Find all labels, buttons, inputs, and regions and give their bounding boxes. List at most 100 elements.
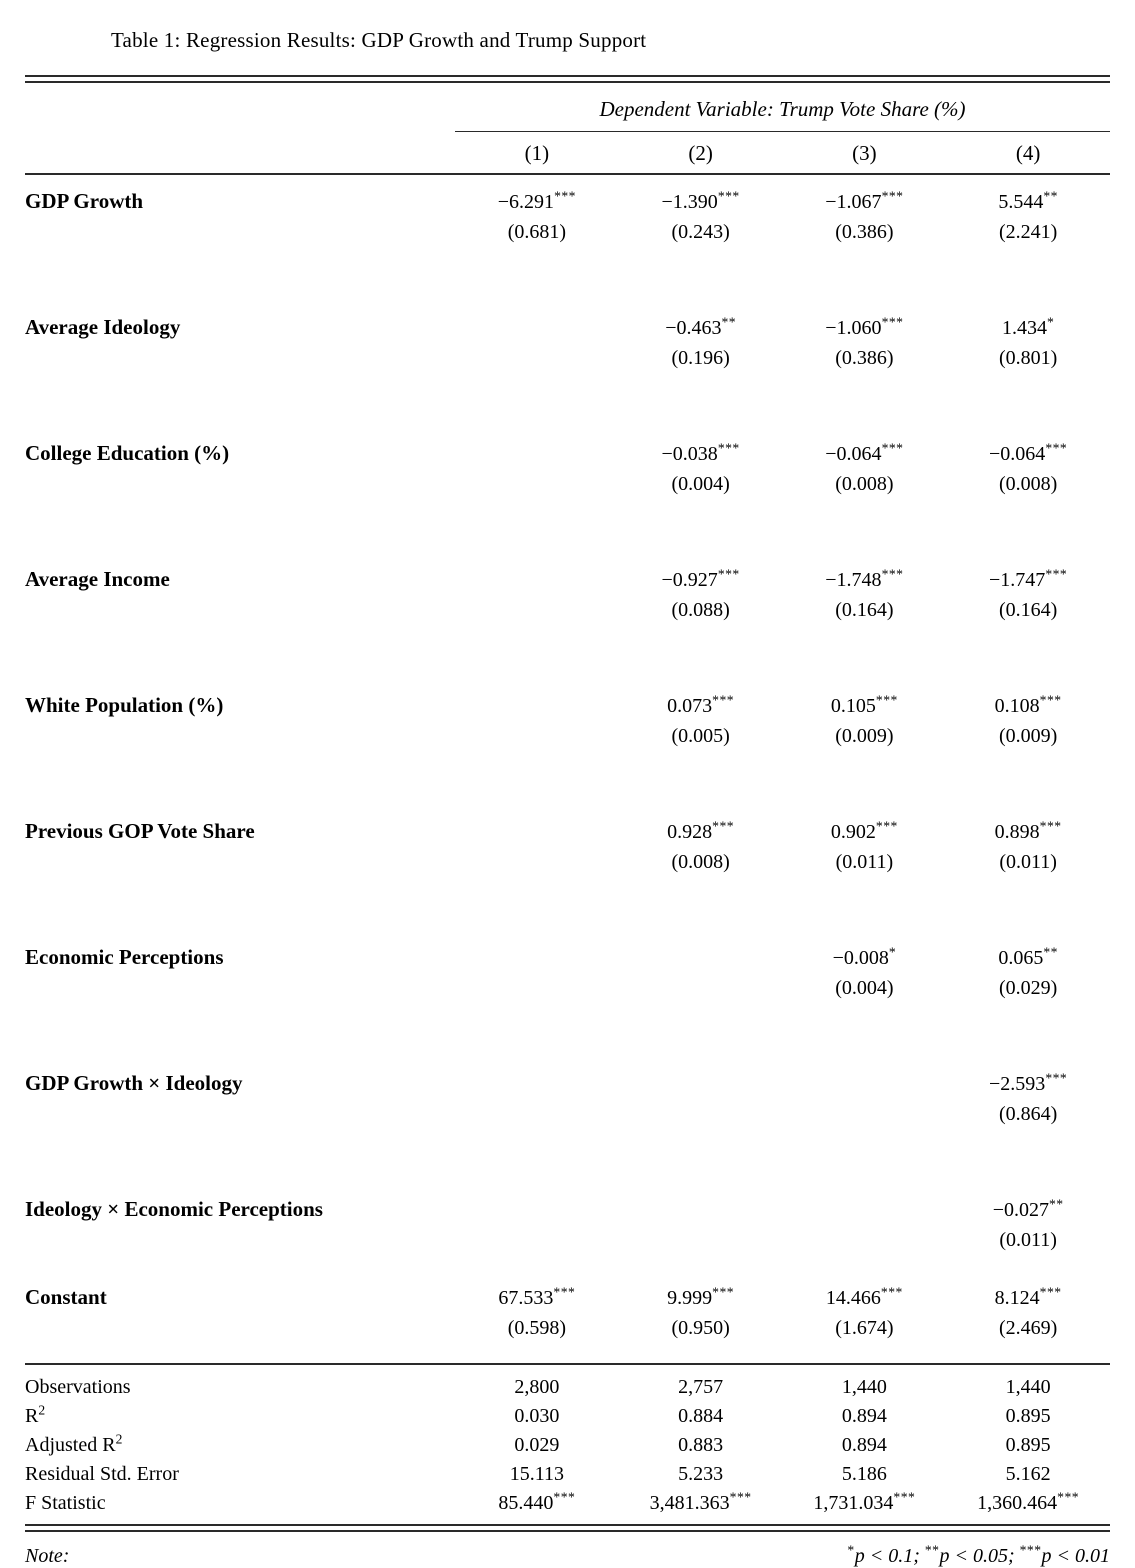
coefficient-row: GDP Growth −6.291*** (0.681) −1.390*** (0.24…	[25, 186, 1110, 247]
statistic-number: 0.895	[1005, 1434, 1051, 1456]
standard-error: (0.004)	[671, 473, 730, 495]
statistic-number: 15.113	[509, 1463, 564, 1485]
coefficient-number: 0.902	[830, 821, 876, 843]
coefficient-row: Average Ideology −0.463** (0.196) −1.060***…	[25, 274, 1110, 373]
row-label: Average Income	[25, 567, 170, 591]
coefficient-cell: 0.108*** (0.009)	[946, 691, 1110, 751]
coefficient-cell	[783, 1156, 947, 1216]
legend-stars: ***	[1019, 1542, 1042, 1558]
coefficient-cell: −0.927*** (0.088)	[619, 565, 783, 625]
standard-error: (0.011)	[999, 1229, 1057, 1251]
statistics-section: Observations 2,800 2,757 1,440 1,440 R2 0.030 0…	[25, 1365, 1110, 1524]
coefficient-value: −0.008*	[783, 943, 947, 973]
coefficient-cell: −1.390*** (0.243)	[619, 187, 783, 247]
significance-stars: ***	[1039, 1284, 1062, 1300]
standard-error: (0.801)	[998, 347, 1058, 369]
column-number: (1)	[524, 141, 550, 165]
coefficient-cell: 9.999*** (0.950)	[619, 1283, 783, 1343]
coefficient-value: −1.067***	[783, 187, 947, 217]
statistic-row: F Statistic 85.440*** 3,481.363*** 1,731.03…	[25, 1489, 1110, 1518]
significance-stars: **	[721, 314, 737, 330]
coefficient-number: 0.073	[667, 695, 713, 717]
coefficient-cell	[455, 400, 619, 460]
coefficient-row: White Population (%) 0.073*** (0.005) 0.105…	[25, 652, 1110, 751]
coefficient-cell: 67.533*** (0.598)	[455, 1283, 619, 1343]
coefficient-value: 0.902***	[783, 817, 947, 847]
significance-stars: **	[1043, 944, 1058, 960]
significance-stars: ***	[1039, 692, 1062, 708]
significance-stars: **	[1048, 1196, 1064, 1212]
coefficient-number: −1.067	[825, 191, 882, 213]
column-number: (2)	[688, 141, 713, 165]
row-label: GDP Growth	[25, 189, 144, 213]
coefficient-number: −1.390	[661, 191, 718, 213]
significance-stars: ***	[881, 566, 904, 582]
statistic-number: 85.440	[498, 1492, 554, 1514]
statistic-label-text: Residual Std. Error	[25, 1463, 179, 1485]
standard-error: (0.864)	[998, 1103, 1058, 1125]
coefficient-value: −0.064***	[946, 439, 1110, 469]
coefficient-cell: 0.902*** (0.011)	[783, 817, 947, 877]
statistic-number: 0.894	[841, 1434, 887, 1456]
coefficient-value: −1.060***	[783, 313, 947, 343]
standard-error	[783, 1060, 947, 1090]
significance-stars: ***	[881, 440, 904, 456]
coefficient-number: 14.466	[825, 1287, 881, 1309]
statistic-number: 2,757	[678, 1376, 724, 1398]
coefficient-value: 0.928***	[619, 817, 783, 847]
coefficient-number: −0.064	[989, 443, 1046, 465]
column-number: (3)	[852, 141, 877, 165]
statistic-number: 0.894	[841, 1405, 887, 1427]
coefficient-cell: −0.064*** (0.008)	[946, 439, 1110, 499]
coefficients-section: GDP Growth −6.291*** (0.681) −1.390*** (0.24…	[25, 175, 1110, 1343]
coefficient-number: 0.108	[994, 695, 1040, 717]
coefficient-value: 5.544**	[946, 187, 1110, 217]
statistic-number: 1,360.464	[977, 1492, 1058, 1514]
row-label: College Education (%)	[25, 441, 230, 465]
standard-error	[783, 1186, 947, 1216]
standard-error: (0.386)	[835, 221, 894, 243]
coefficient-value: 0.898***	[946, 817, 1110, 847]
standard-error: (0.008)	[671, 851, 730, 873]
coefficient-number: −1.747	[989, 569, 1046, 591]
bottom-double-rule	[25, 1524, 1110, 1532]
coefficient-value: −1.390***	[619, 187, 783, 217]
statistic-number: 0.029	[514, 1434, 560, 1456]
standard-error	[455, 682, 619, 712]
statistic-number: 0.884	[678, 1405, 724, 1427]
coefficient-value: 0.073***	[619, 691, 783, 721]
statistic-number: 2,800	[514, 1376, 560, 1398]
statistic-value: 1,440	[946, 1373, 1110, 1402]
statistic-number: 5.162	[1005, 1463, 1051, 1485]
significance-stars: ***	[875, 818, 898, 834]
dependent-variable-header-row: Dependent Variable: Trump Vote Share (%)	[25, 83, 1110, 132]
coefficient-cell: −2.593*** (0.864)	[946, 1069, 1110, 1129]
coefficient-cell: −6.291*** (0.681)	[455, 187, 619, 247]
significance-stars: ***	[875, 692, 898, 708]
significance-stars: ***	[880, 1284, 903, 1300]
table-caption: Table 1: Regression Results: GDP Growth …	[111, 28, 647, 52]
statistic-value: 15.113	[455, 1460, 619, 1489]
statistic-number: 5.186	[841, 1463, 887, 1485]
statistic-row: Observations 2,800 2,757 1,440 1,440	[25, 1373, 1110, 1402]
coefficient-number: 8.124	[994, 1287, 1040, 1309]
row-label: White Population (%)	[25, 693, 224, 717]
coefficient-value	[455, 274, 619, 304]
coefficient-cell: −1.747*** (0.164)	[946, 565, 1110, 625]
standard-error	[455, 1060, 619, 1090]
statistic-label: Observations	[25, 1373, 455, 1402]
statistic-number: 1,731.034	[813, 1492, 894, 1514]
standard-error: (0.386)	[835, 347, 894, 369]
coefficient-value: 9.999***	[619, 1283, 783, 1313]
standard-error	[455, 934, 619, 964]
coefficient-cell: 0.898*** (0.011)	[946, 817, 1110, 877]
header-bottom-rule	[25, 173, 1110, 175]
coefficient-value: −0.064***	[783, 439, 947, 469]
coefficient-value: 0.105***	[783, 691, 947, 721]
statistic-label-text: F Statistic	[25, 1492, 106, 1514]
coefficient-cell: 5.544** (2.241)	[946, 187, 1110, 247]
significance-stars: **	[1043, 188, 1058, 204]
coefficient-value	[619, 904, 783, 934]
standard-error: (0.164)	[835, 599, 894, 621]
coefficient-number: −0.038	[661, 443, 718, 465]
